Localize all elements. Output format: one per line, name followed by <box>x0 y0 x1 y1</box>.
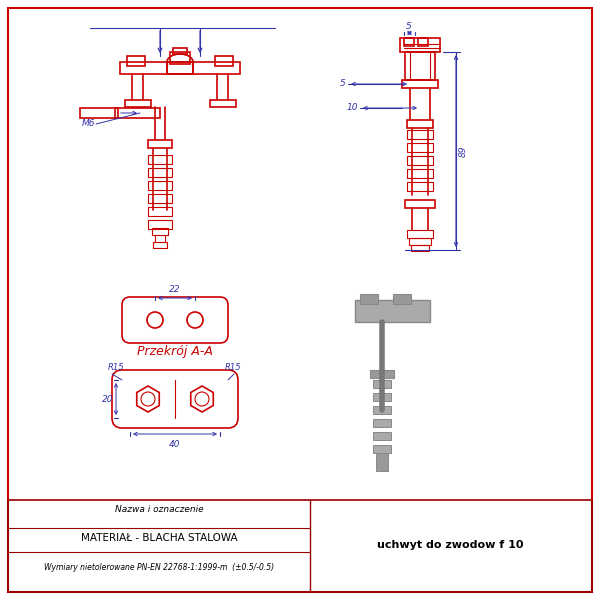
Bar <box>173 48 187 54</box>
Bar <box>127 56 145 66</box>
Text: 89: 89 <box>459 145 468 157</box>
Bar <box>373 445 391 453</box>
Bar <box>148 155 172 164</box>
Bar <box>407 120 433 128</box>
Text: 5: 5 <box>406 22 412 31</box>
Bar <box>407 230 433 238</box>
Bar <box>355 300 430 322</box>
Bar <box>393 294 411 304</box>
Bar <box>409 238 431 245</box>
Bar <box>404 38 414 46</box>
Text: MATERIAŁ - BLACHA STALOWA: MATERIAŁ - BLACHA STALOWA <box>80 533 238 543</box>
Bar <box>373 380 391 388</box>
Bar <box>170 52 190 64</box>
Bar <box>148 207 172 216</box>
Text: 20: 20 <box>101 395 113 403</box>
Bar <box>115 108 160 118</box>
Text: uchwyt do zwodow f 10: uchwyt do zwodow f 10 <box>377 540 523 550</box>
Bar <box>125 100 151 107</box>
Bar <box>148 194 172 203</box>
Bar <box>210 100 236 107</box>
Bar <box>120 62 240 74</box>
Bar <box>405 200 435 208</box>
Bar <box>148 181 172 190</box>
Bar <box>373 406 391 414</box>
Bar <box>400 38 440 52</box>
Text: R15: R15 <box>108 363 125 372</box>
Bar <box>407 169 433 178</box>
Bar <box>80 108 118 118</box>
Bar <box>407 182 433 191</box>
Text: 10: 10 <box>347 103 358 113</box>
Bar <box>310 290 560 480</box>
Bar <box>407 156 433 165</box>
Bar <box>376 453 388 471</box>
Text: 5: 5 <box>340 79 346 88</box>
Text: R15: R15 <box>225 363 242 372</box>
Bar <box>8 500 592 592</box>
Bar <box>402 80 438 88</box>
Text: Wymiary nietolerowane PN-EN 22768-1:1999-m  (±0.5/-0.5): Wymiary nietolerowane PN-EN 22768-1:1999… <box>44 563 274 572</box>
Text: 40: 40 <box>169 440 181 449</box>
Bar <box>418 38 428 46</box>
Bar <box>148 168 172 177</box>
Bar <box>405 52 435 80</box>
Bar <box>370 370 394 378</box>
Bar <box>373 419 391 427</box>
Bar <box>411 245 429 251</box>
Bar <box>407 143 433 152</box>
Text: 22: 22 <box>169 285 181 294</box>
Bar <box>360 294 378 304</box>
Text: Przekrój A-A: Przekrój A-A <box>137 345 213 358</box>
Bar <box>153 242 167 248</box>
Bar <box>373 432 391 440</box>
Bar <box>167 62 193 74</box>
Bar <box>152 228 168 235</box>
Bar <box>407 130 433 139</box>
Text: M6: M6 <box>82 119 95 128</box>
Text: Nazwa i oznaczenie: Nazwa i oznaczenie <box>115 505 203 514</box>
Bar <box>148 140 172 148</box>
Bar <box>373 393 391 401</box>
Bar <box>148 220 172 229</box>
Bar <box>215 56 233 66</box>
